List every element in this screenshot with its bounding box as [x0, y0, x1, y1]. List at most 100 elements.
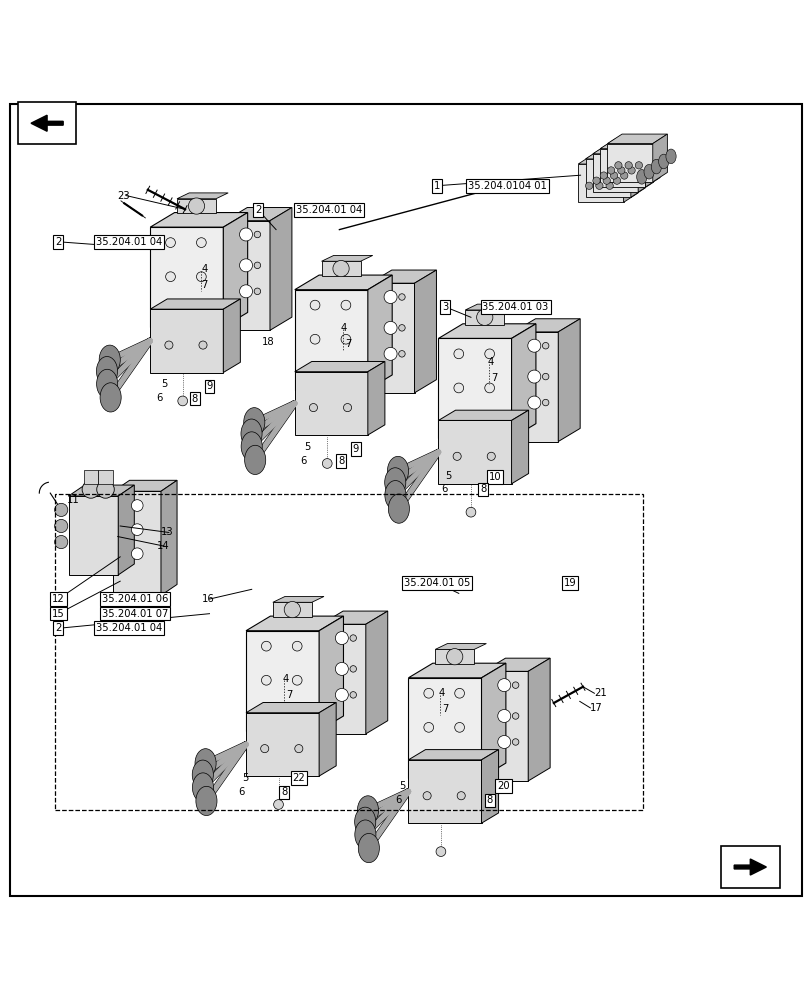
Polygon shape [114, 491, 161, 595]
Circle shape [527, 396, 540, 409]
Circle shape [254, 231, 260, 238]
Circle shape [527, 339, 540, 352]
Text: 20: 20 [496, 781, 509, 791]
Text: 17: 17 [590, 703, 603, 713]
Polygon shape [408, 750, 498, 760]
Circle shape [614, 162, 621, 169]
Circle shape [592, 177, 599, 184]
Circle shape [605, 182, 612, 189]
Circle shape [97, 481, 114, 498]
Circle shape [484, 383, 494, 393]
Circle shape [453, 452, 461, 460]
Circle shape [131, 548, 143, 560]
Bar [272, 602, 311, 617]
Polygon shape [483, 658, 550, 671]
Circle shape [454, 688, 464, 698]
Circle shape [292, 641, 302, 651]
Circle shape [617, 167, 624, 174]
Circle shape [527, 370, 540, 383]
Polygon shape [511, 324, 535, 438]
Circle shape [350, 692, 356, 698]
Text: 4: 4 [341, 323, 347, 333]
Circle shape [624, 162, 632, 169]
Polygon shape [585, 159, 630, 197]
Ellipse shape [387, 456, 408, 486]
Text: 4: 4 [201, 264, 208, 274]
Text: 35.204.01 04: 35.204.01 04 [96, 623, 162, 633]
Circle shape [335, 688, 348, 701]
Polygon shape [481, 750, 498, 823]
Circle shape [341, 300, 350, 310]
Text: 4: 4 [487, 357, 493, 367]
Text: 12: 12 [52, 594, 65, 604]
Bar [465, 310, 504, 325]
Circle shape [131, 500, 143, 511]
Polygon shape [225, 221, 269, 330]
Bar [720, 846, 779, 888]
Polygon shape [320, 611, 388, 624]
Circle shape [254, 288, 260, 295]
Text: 15: 15 [52, 609, 65, 619]
Polygon shape [592, 144, 652, 154]
Ellipse shape [241, 419, 262, 448]
Polygon shape [585, 149, 645, 159]
Polygon shape [118, 485, 134, 575]
Circle shape [446, 649, 462, 665]
Text: 6: 6 [157, 393, 163, 403]
Circle shape [620, 172, 627, 179]
Circle shape [309, 404, 317, 412]
Circle shape [398, 294, 405, 300]
Polygon shape [483, 671, 527, 781]
Circle shape [343, 404, 351, 412]
Polygon shape [414, 270, 436, 393]
Polygon shape [645, 139, 659, 187]
Ellipse shape [97, 369, 118, 399]
Ellipse shape [643, 164, 654, 179]
Circle shape [453, 349, 463, 359]
Polygon shape [68, 485, 134, 496]
Circle shape [261, 675, 271, 685]
Polygon shape [114, 480, 177, 491]
Text: 4: 4 [282, 674, 289, 684]
Polygon shape [294, 290, 367, 390]
Bar [18, 102, 76, 144]
Polygon shape [321, 255, 372, 261]
Text: 6: 6 [238, 787, 244, 797]
Text: 35.204.01 04: 35.204.01 04 [295, 205, 362, 215]
Ellipse shape [665, 149, 676, 164]
Circle shape [476, 309, 492, 325]
Circle shape [585, 182, 592, 189]
Ellipse shape [636, 170, 646, 184]
Text: 5: 5 [161, 379, 167, 389]
Circle shape [457, 792, 465, 800]
Circle shape [603, 177, 610, 184]
Text: 2: 2 [55, 623, 62, 633]
Circle shape [595, 182, 603, 189]
Ellipse shape [100, 383, 121, 412]
Text: 3: 3 [441, 302, 448, 312]
Polygon shape [223, 299, 240, 373]
Circle shape [261, 641, 271, 651]
Ellipse shape [354, 807, 375, 836]
Circle shape [466, 507, 475, 517]
Ellipse shape [97, 357, 118, 386]
Polygon shape [408, 678, 481, 778]
Polygon shape [630, 149, 645, 197]
Polygon shape [246, 713, 319, 776]
Polygon shape [319, 703, 336, 776]
Polygon shape [269, 208, 292, 330]
Bar [177, 199, 216, 213]
Circle shape [487, 452, 495, 460]
Polygon shape [320, 624, 365, 734]
Text: 9: 9 [206, 381, 212, 391]
Circle shape [54, 503, 67, 516]
Circle shape [384, 291, 397, 303]
Circle shape [398, 351, 405, 357]
Text: 1: 1 [433, 181, 440, 191]
Polygon shape [557, 319, 579, 442]
Polygon shape [623, 155, 637, 202]
Ellipse shape [195, 749, 216, 778]
Circle shape [54, 519, 67, 533]
Polygon shape [511, 410, 528, 484]
Circle shape [607, 167, 614, 174]
